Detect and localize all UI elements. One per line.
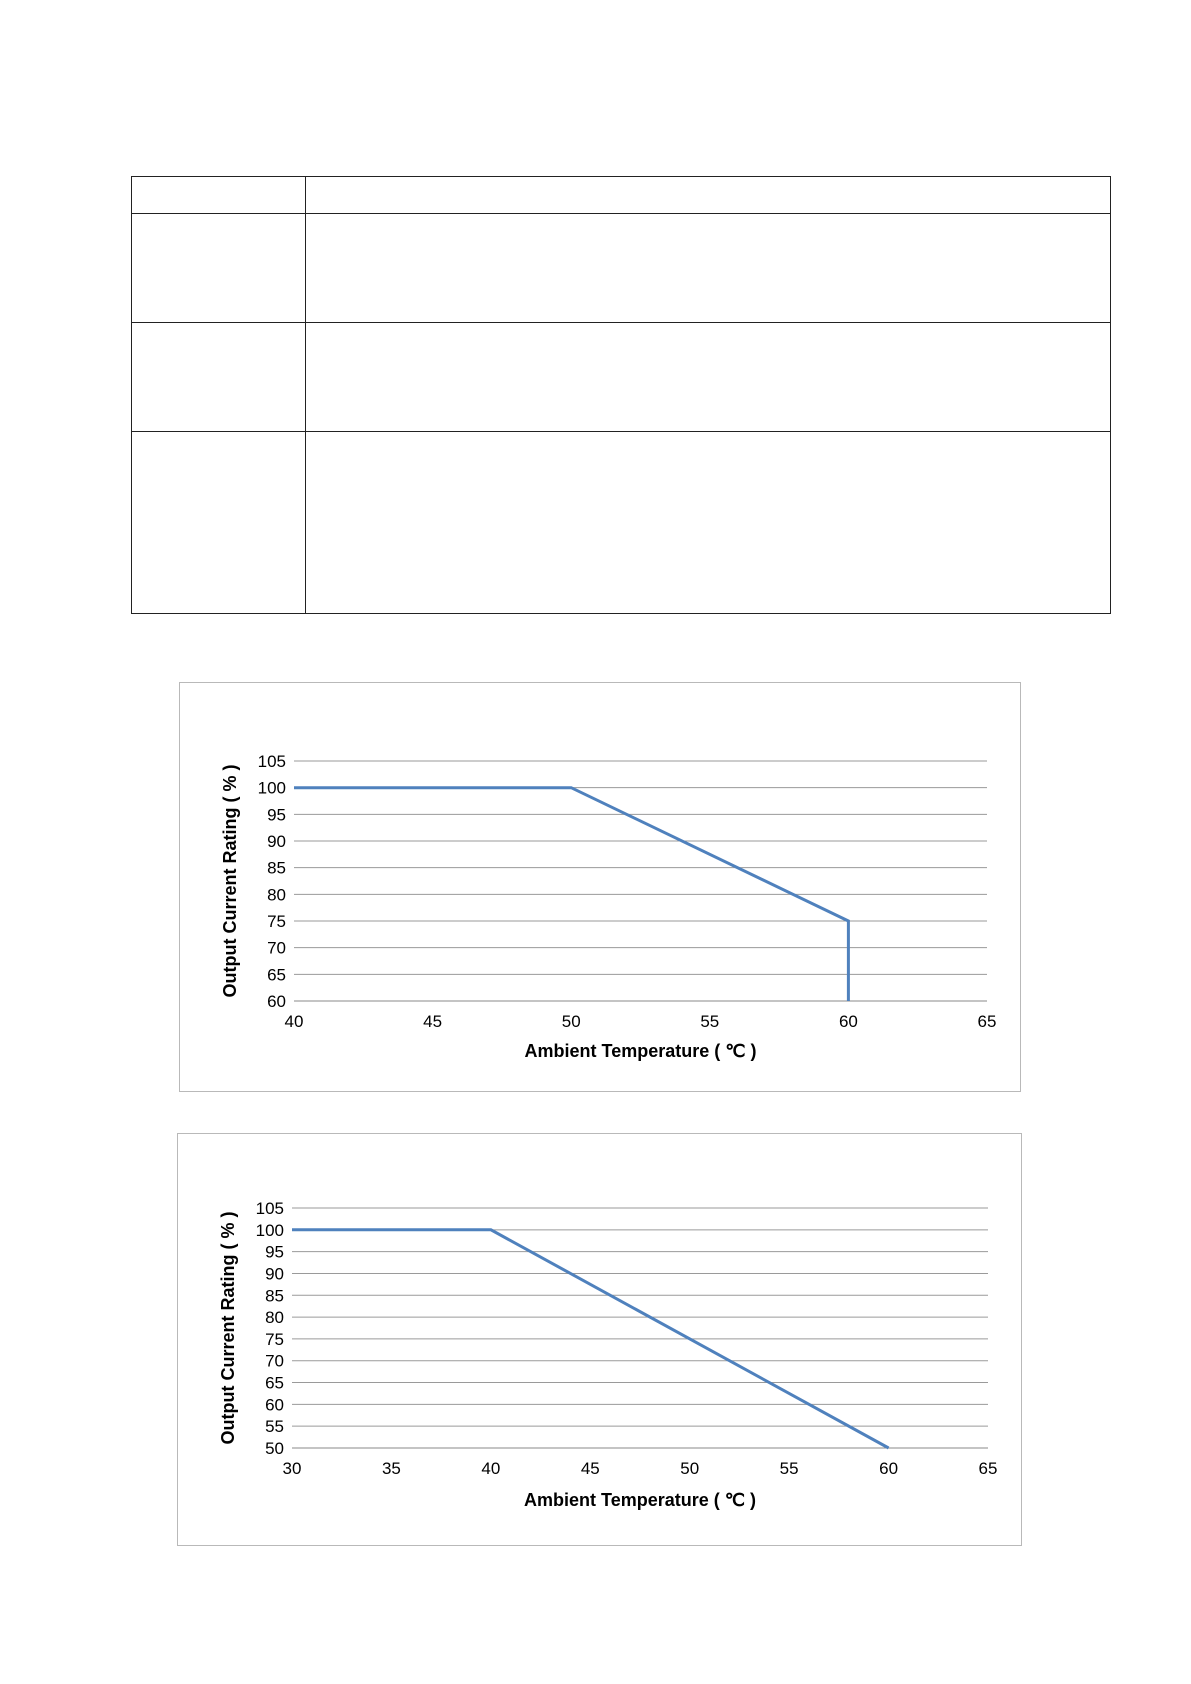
- x-tick-label: 55: [700, 1012, 719, 1031]
- y-tick-label: 80: [267, 885, 286, 904]
- y-tick-label: 55: [265, 1417, 284, 1436]
- y-tick-label: 75: [267, 912, 286, 931]
- y-tick-label: 60: [267, 992, 286, 1011]
- table-row: [131, 176, 1111, 214]
- y-tick-label: 85: [267, 859, 286, 878]
- y-tick-label: 80: [265, 1308, 284, 1327]
- y-tick-label: 50: [265, 1439, 284, 1458]
- table-cell: [131, 431, 306, 614]
- y-axis-title: Output Current Rating ( % ): [218, 1212, 238, 1445]
- y-tick-label: 70: [267, 939, 286, 958]
- table-cell: [305, 431, 1111, 614]
- table-cell: [131, 322, 306, 432]
- x-tick-label: 45: [581, 1459, 600, 1478]
- derating-chart-1: 60 65 70 75 80 85 90 95 100 105 40 45 50 55 60 65 Ambien…: [179, 682, 1021, 1092]
- chart-1-svg: 60 65 70 75 80 85 90 95 100 105 40 45 50 55 60 65 Ambien…: [220, 752, 997, 1061]
- derating-chart-2: 50 55 60 65 70 75 80 85 90 95 100 105 30 35 40 45 50 55 60…: [177, 1133, 1022, 1546]
- table-cell: [131, 176, 306, 214]
- y-tick-label: 60: [265, 1395, 284, 1414]
- y-tick-label: 105: [258, 752, 286, 771]
- table-cell: [305, 322, 1111, 432]
- table-row: [131, 213, 1111, 323]
- table-cell: [305, 176, 1111, 214]
- y-tick-label: 105: [256, 1199, 284, 1218]
- x-tick-label: 45: [423, 1012, 442, 1031]
- x-tick-label: 65: [979, 1459, 998, 1478]
- x-tick-label: 35: [382, 1459, 401, 1478]
- y-tick-label: 85: [265, 1286, 284, 1305]
- x-tick-label: 65: [978, 1012, 997, 1031]
- y-tick-label: 90: [267, 832, 286, 851]
- x-tick-label: 40: [285, 1012, 304, 1031]
- x-tick-label: 50: [562, 1012, 581, 1031]
- table-row: [131, 322, 1111, 432]
- x-tick-label: 30: [283, 1459, 302, 1478]
- y-tick-label: 100: [256, 1221, 284, 1240]
- y-axis-title: Output Current Rating ( % ): [220, 765, 240, 998]
- x-tick-label: 60: [879, 1459, 898, 1478]
- y-tick-label: 65: [265, 1374, 284, 1393]
- y-tick-label: 75: [265, 1330, 284, 1349]
- y-tick-label: 100: [258, 779, 286, 798]
- x-tick-label: 55: [780, 1459, 799, 1478]
- y-tick-label: 95: [267, 805, 286, 824]
- y-tick-label: 65: [267, 965, 286, 984]
- spec-table: [131, 176, 1111, 614]
- y-tick-label: 95: [265, 1243, 284, 1262]
- chart-2-svg: 50 55 60 65 70 75 80 85 90 95 100 105 30 35 40 45 50 55 60…: [218, 1199, 998, 1510]
- y-tick-label: 70: [265, 1352, 284, 1371]
- table-row: [131, 431, 1111, 614]
- x-axis-title: Ambient Temperature ( ℃ ): [525, 1041, 757, 1061]
- table-cell: [305, 213, 1111, 323]
- table-cell: [131, 213, 306, 323]
- x-tick-label: 50: [680, 1459, 699, 1478]
- x-tick-label: 60: [839, 1012, 858, 1031]
- x-axis-title: Ambient Temperature ( ℃ ): [524, 1490, 756, 1510]
- derating-curve: [294, 786, 850, 1001]
- derating-curve: [292, 1228, 890, 1450]
- y-tick-label: 90: [265, 1264, 284, 1283]
- x-tick-label: 40: [481, 1459, 500, 1478]
